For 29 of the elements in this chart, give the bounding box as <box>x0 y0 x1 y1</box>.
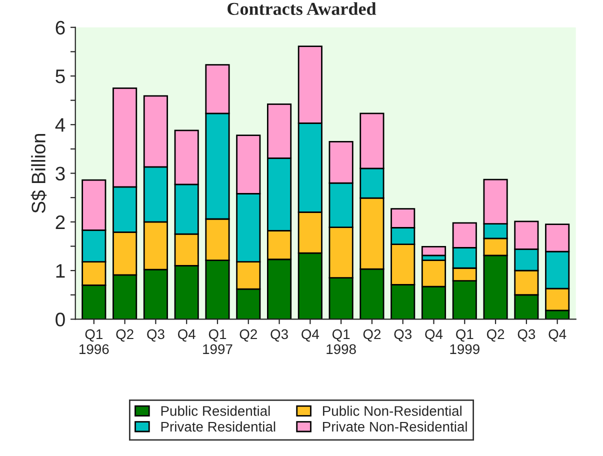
x-tick-label: Q2 <box>240 329 257 342</box>
x-tick-label: Q1 1997 <box>203 329 232 354</box>
y-tick-label: 1 <box>56 264 65 278</box>
y-tick-label: 6 <box>56 20 65 35</box>
x-tick-label: Q1 1999 <box>450 329 480 354</box>
legend-label: Private Non-Residential <box>323 421 467 432</box>
y-tick-label: 0 <box>56 312 65 326</box>
x-tick-label: Q1 1998 <box>326 329 356 354</box>
y-tick-label: 3 <box>56 166 65 181</box>
legend-label: Public Non-Residential <box>323 406 462 416</box>
x-tick-label: Q4 <box>178 329 196 342</box>
x-tick-label: Q2 <box>363 329 381 342</box>
x-tick-label: Q3 <box>147 329 164 342</box>
y-tick-label: 2 <box>56 215 65 229</box>
x-tick-label: Q4 <box>425 329 443 342</box>
chart-title: Contracts Awarded <box>228 2 376 15</box>
x-tick-label: Q4 <box>548 329 566 342</box>
legend-label: Public Residential <box>161 406 270 416</box>
legend-label: Private Residential <box>161 421 276 432</box>
x-tick-label: Q2 <box>116 329 134 342</box>
y-axis-title: S$ Billion <box>30 134 47 213</box>
x-tick-label: Q3 <box>394 329 412 342</box>
x-tick-label: Q3 <box>518 329 536 342</box>
x-tick-label: Q2 <box>486 329 504 342</box>
x-tick-label: Q3 <box>270 329 288 342</box>
y-tick-label: 4 <box>55 118 66 132</box>
x-tick-label: Q1 1996 <box>80 329 109 354</box>
x-tick-label: Q4 <box>302 329 320 342</box>
y-tick-label: 5 <box>56 70 65 84</box>
